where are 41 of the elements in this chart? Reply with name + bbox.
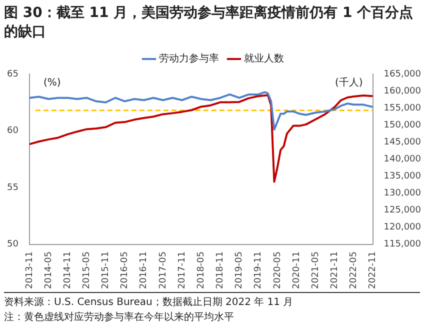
- y2-tick-label: 150,000: [384, 120, 422, 130]
- y2-axis-title: (千人): [334, 76, 363, 89]
- y-tick-label: 65: [7, 69, 18, 80]
- y2-tick-label: 145,000: [384, 138, 422, 148]
- chart-title: 图 30：截至 11 月，美国劳动参与率距离疫情前仍有 1 个百分点的缺口: [3, 4, 414, 42]
- x-tick-label: 2013-11: [24, 251, 35, 290]
- y2-tick-label: 125,000: [384, 206, 422, 216]
- x-tick-label: 2020-05: [272, 251, 283, 290]
- y-tick-label: 60: [7, 126, 19, 136]
- x-tick-label: 2014-11: [62, 251, 73, 290]
- y-tick-label: 50: [7, 240, 19, 250]
- x-tick-label: 2021-05: [310, 251, 321, 290]
- y-axis-title: (%): [43, 78, 61, 89]
- y2-tick-label: 120,000: [384, 222, 422, 233]
- y2-tick-label: 130,000: [384, 188, 422, 199]
- x-tick-label: 2015-05: [82, 251, 92, 290]
- legend-label: 就业人数: [244, 52, 284, 65]
- x-tick-label: 2019-11: [254, 251, 264, 290]
- x-tick-label: 2016-11: [139, 251, 150, 290]
- x-tick-label: 2017-11: [177, 251, 188, 290]
- x-tick-label: 2022-11: [368, 251, 378, 290]
- y2-tick-label: 115,000: [384, 240, 422, 250]
- y2-tick-label: 155,000: [384, 103, 422, 114]
- x-tick-label: 2014-05: [44, 251, 54, 290]
- x-tick-label: 2017-05: [158, 251, 168, 290]
- y2-tick-label: 165,000: [384, 69, 422, 80]
- x-tick-label: 2018-05: [196, 251, 206, 290]
- y-tick-label: 55: [7, 182, 18, 193]
- text: 注：黄色虚线对应劳动参与率在今年以来的平均水平: [4, 310, 235, 325]
- x-tick-label: 2020-11: [292, 251, 302, 290]
- y2-tick-label: 135,000: [384, 172, 422, 182]
- text: 资料来源：U.S. Census Bureau；数据截止日期 2022 年 11 月: [4, 296, 294, 310]
- legend-label: 劳动力参与率: [159, 52, 219, 65]
- x-tick-label: 2022-05: [349, 251, 360, 290]
- x-tick-label: 2016-05: [120, 251, 130, 290]
- x-tick-label: 2018-11: [216, 251, 226, 290]
- y2-tick-label: 140,000: [384, 154, 422, 165]
- x-tick-label: 2019-05: [234, 251, 245, 290]
- x-tick-label: 2015-11: [101, 251, 112, 290]
- x-tick-label: 2021-11: [330, 251, 340, 290]
- y2-tick-label: 160,000: [384, 86, 422, 96]
